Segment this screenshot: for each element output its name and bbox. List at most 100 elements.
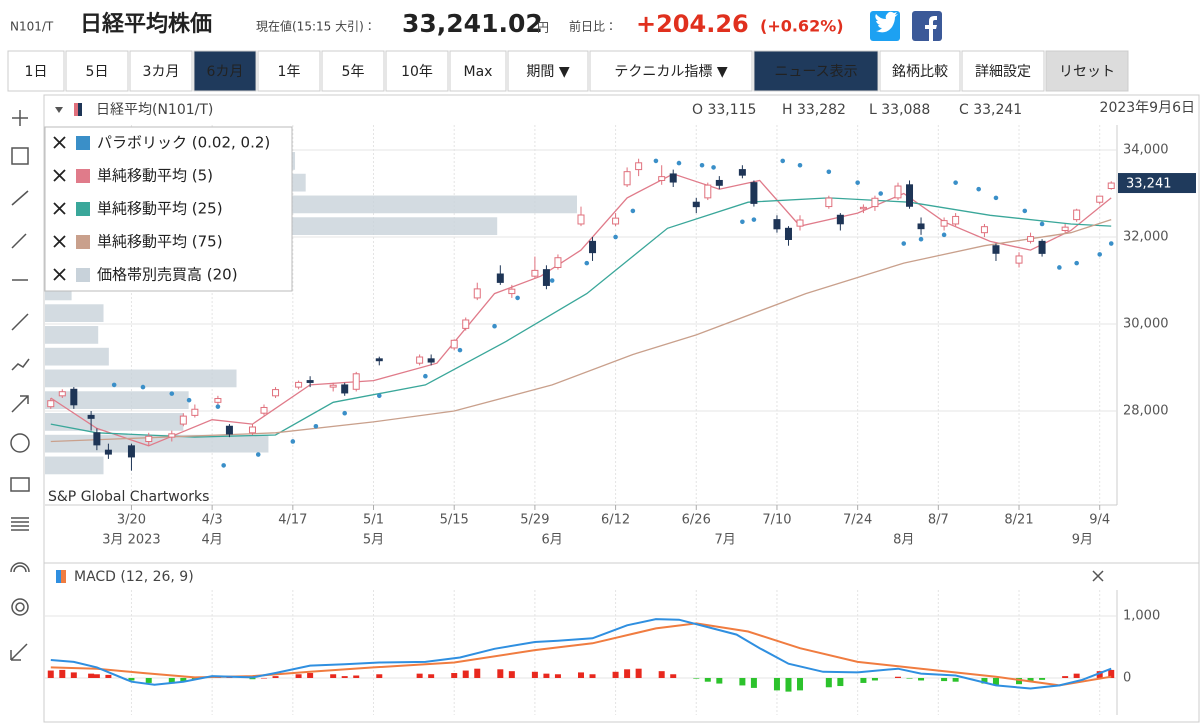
fan-tool[interactable] [10,643,28,661]
line-tool[interactable] [11,190,29,206]
toolbar-button-label[interactable]: 3カ月 [143,64,180,80]
toolbar-button-label[interactable]: 5年 [342,64,365,80]
toolbar-button[interactable] [449,50,507,92]
toolbar-button-label[interactable]: 1日 [25,64,48,80]
volume-profile-bar [45,391,189,410]
arrow-tool[interactable] [11,395,29,413]
legend-swatch [76,169,90,183]
toolbar-button[interactable] [7,50,65,92]
candle-body [623,171,631,186]
month-label: 3月 2023 [102,533,161,548]
x-tick-label: 3/20 [117,513,146,528]
sar-dot [169,391,175,396]
polyline-tool[interactable] [11,358,30,371]
toolbar-button[interactable] [193,50,257,92]
candle-body [635,162,643,171]
toolbar-button[interactable] [753,50,879,92]
histogram-bar [658,671,665,678]
toolbar-button-label[interactable]: 6カ月 [207,64,244,80]
sar-dot [751,217,757,222]
y-tick-label: 1,000 [1123,608,1160,623]
facebook-glyph [925,16,937,41]
candle-body [715,179,723,186]
toolbar-button-label[interactable]: Max [464,64,493,80]
price: 33,241.02 [402,9,543,38]
toolbar-button[interactable] [507,50,589,92]
text-tool[interactable] [11,147,29,165]
toolbar-button-label[interactable]: 5日 [86,64,109,80]
toolbar-button-label[interactable]: 10年 [401,64,433,80]
toolbar-button[interactable] [257,50,321,92]
moving-average-line [50,218,1112,443]
rect-tool[interactable] [10,477,30,492]
candle-body [260,406,268,414]
candle-body [1073,209,1081,221]
circle-tool[interactable] [10,433,30,453]
toolbar-button[interactable] [1045,50,1129,92]
toolbar-button-label[interactable]: ニュース表示 [774,64,857,80]
candle-body [306,380,314,383]
legend-remove[interactable] [53,268,66,281]
volume-profile-bar [45,326,99,344]
candle-body [612,217,620,225]
candle-body [145,435,153,442]
twitter-button[interactable] [870,11,900,41]
legend-remove[interactable] [53,169,66,182]
histogram-bar [543,673,550,678]
toolbar-button-label[interactable]: 詳細設定 [975,64,1031,80]
legend-remove[interactable] [53,136,66,149]
crosshair-tool[interactable] [12,110,28,126]
toolbar: 1日 5日 3カ月 6カ月 1年 5年 10年 Max 期間 ▼ テクニカル指標 ▼ ニュース表示 銘… [7,50,1129,92]
candle-body [341,384,349,394]
histogram-bar [497,669,504,678]
candle-body [750,182,758,204]
sar-dot [549,278,555,283]
fib-tool[interactable] [11,517,29,531]
toolbar-button[interactable] [879,50,961,92]
sar-dot [423,373,428,379]
toolbar-button[interactable] [65,50,129,92]
facebook-button[interactable] [912,11,942,41]
legend-remove[interactable] [53,202,66,215]
toolbar-button[interactable] [321,50,385,92]
candle-body [416,356,424,364]
candle-body [825,197,833,208]
chart-date: 2023年9月6日 [1100,100,1195,116]
page-title: 日経平均株価 [80,11,212,37]
legend-swatch [76,202,90,216]
legend-remove[interactable] [53,235,66,248]
histogram-bar [70,672,77,678]
arc-tool[interactable] [10,562,30,573]
macd-close[interactable] [1092,570,1104,582]
percent-tool[interactable] [11,233,27,249]
toolbar-button-label[interactable]: 銘柄比較 [892,64,948,80]
candle-body [352,373,360,390]
month-label: 9月 [1072,533,1093,548]
toolbar-button[interactable] [961,50,1045,92]
toolbar-button-label[interactable]: テクニカル指標 ▼ [614,64,727,80]
legend-label: 単純移動平均 (25) [97,200,223,218]
histogram-bar [578,672,584,678]
last-value-tag [1118,173,1196,194]
collapse-icon[interactable] [55,107,63,113]
signal-line [50,622,1112,687]
toolbar-button-label[interactable]: 1年 [278,64,301,80]
month-label: 8月 [893,533,914,548]
candle-body [531,269,539,277]
candle-body [70,388,78,406]
spiral-tool[interactable] [11,598,29,616]
toolbar-button[interactable] [589,50,753,92]
toolbar-button[interactable] [129,50,193,92]
trend-tool[interactable] [11,313,29,331]
histogram-bar [428,674,435,678]
x-tick-label: 7/24 [843,513,872,528]
histogram-bar [1039,677,1046,680]
histogram-bar [750,677,757,688]
volume-profile-bar [45,413,184,431]
toolbar-button-label[interactable]: リセット [1059,64,1115,80]
toolbar-button[interactable] [385,50,449,92]
symbol: N101/T [10,20,54,34]
histogram-bar [295,674,302,678]
toolbar-button-label[interactable]: 期間 ▼ [526,64,569,80]
